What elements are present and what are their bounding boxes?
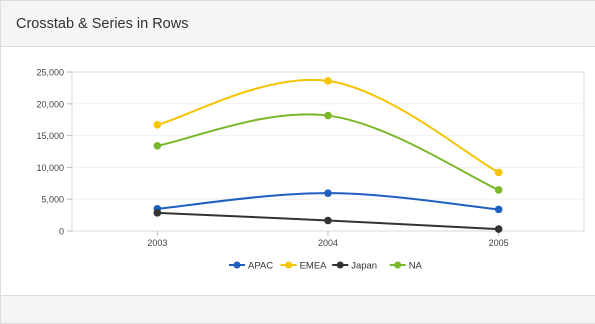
data-point-apac[interactable] bbox=[494, 205, 503, 214]
x-tick-label: 2004 bbox=[318, 238, 338, 248]
data-point-japan[interactable] bbox=[494, 225, 503, 233]
y-tick-label: 15,000 bbox=[36, 131, 64, 141]
data-point-emea[interactable] bbox=[494, 168, 503, 177]
y-tick-label: 0 bbox=[59, 227, 64, 237]
panel-footer bbox=[1, 295, 595, 323]
x-tick-label: 2005 bbox=[489, 238, 509, 248]
data-point-emea[interactable] bbox=[324, 77, 332, 85]
data-point-na[interactable] bbox=[494, 186, 503, 194]
data-point-na[interactable] bbox=[153, 141, 162, 150]
y-tick-label: 25,000 bbox=[36, 68, 64, 78]
legend-marker-na[interactable] bbox=[394, 261, 402, 269]
data-point-na[interactable] bbox=[324, 111, 332, 120]
data-point-apac[interactable] bbox=[324, 189, 332, 197]
series-line-emea bbox=[157, 78, 500, 174]
legend-label-na[interactable]: NA bbox=[409, 261, 423, 272]
data-point-emea[interactable] bbox=[153, 120, 162, 129]
plot-area bbox=[71, 71, 585, 232]
panel-body: 0 5,000 10,000 15,000 20,000 25,000 2003 2004 20… bbox=[1, 47, 595, 298]
legend-marker-japan[interactable] bbox=[336, 261, 344, 269]
panel-header: Crosstab & Series in Rows bbox=[1, 1, 595, 47]
line-chart: 0 5,000 10,000 15,000 20,000 25,000 2003 2004 20… bbox=[36, 68, 585, 272]
y-tick-label: 20,000 bbox=[36, 99, 64, 109]
data-point-japan[interactable] bbox=[324, 216, 332, 225]
series-line-na bbox=[157, 113, 500, 191]
legend-label-japan[interactable]: Japan bbox=[351, 261, 377, 272]
x-tick-label: 2003 bbox=[147, 238, 167, 248]
data-point-japan[interactable] bbox=[153, 209, 162, 217]
y-tick-label: 5,000 bbox=[41, 195, 64, 205]
y-tick-label: 10,000 bbox=[36, 163, 64, 173]
legend-marker-apac[interactable] bbox=[233, 261, 241, 269]
legend-marker-emea[interactable] bbox=[285, 261, 293, 269]
legend-label-apac[interactable]: APAC bbox=[248, 261, 273, 272]
legend-label-emea[interactable]: EMEA bbox=[300, 261, 328, 272]
panel-title: Crosstab & Series in Rows bbox=[16, 15, 189, 32]
